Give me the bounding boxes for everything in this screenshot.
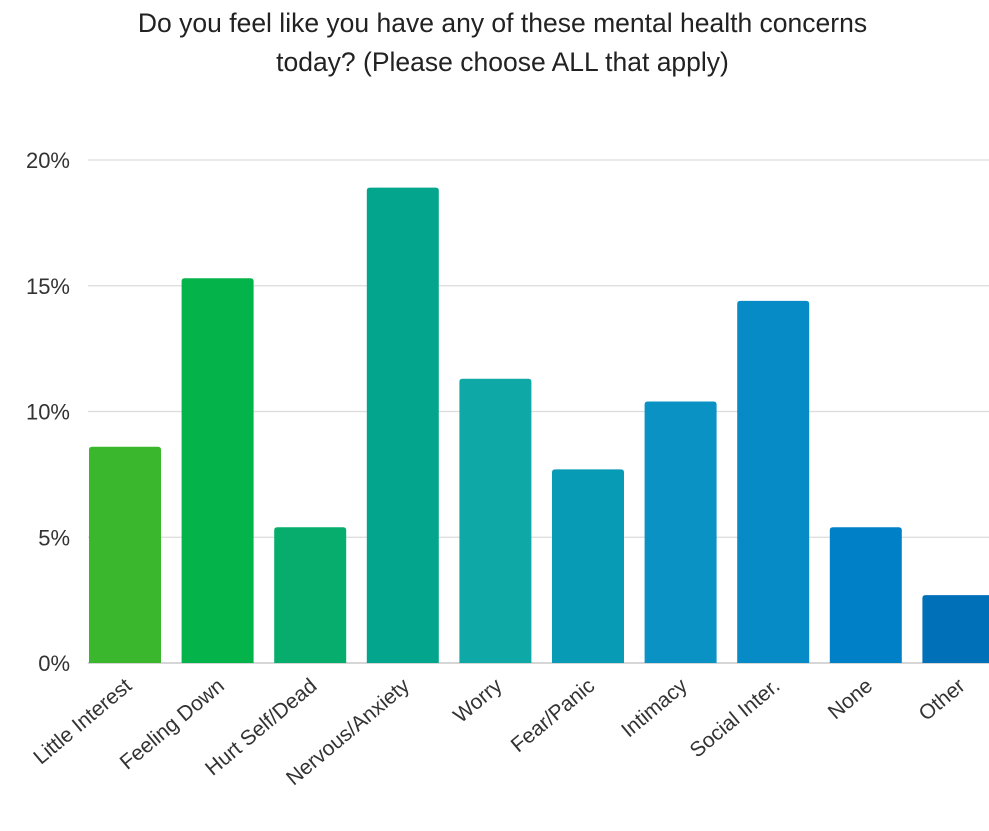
bar-little-interest: [89, 446, 161, 663]
x-tick-label: Worry: [449, 674, 507, 728]
y-tick-label: 20%: [26, 148, 70, 173]
x-tick-label: None: [824, 674, 877, 724]
bar-intimacy: [644, 401, 717, 663]
bar-worry: [459, 378, 532, 663]
x-tick-label: Intimacy: [617, 674, 692, 742]
y-tick-label: 0%: [38, 651, 70, 676]
bars: [89, 187, 989, 664]
chart-title-line-2: today? (Please choose ALL that apply): [276, 47, 729, 77]
bar-hurt-self-dead: [274, 527, 347, 663]
y-tick-label: 10%: [26, 400, 70, 425]
y-tick-label: 5%: [38, 525, 70, 550]
x-tick-label: Social Inter.: [686, 674, 785, 762]
bar-social-inter-: [737, 300, 810, 663]
bar-none: [829, 527, 902, 663]
chart-title: Do you feel like you have any of these m…: [0, 4, 989, 82]
y-tick-label: 15%: [26, 274, 70, 299]
y-axis-ticks: 0% 5% 10% 15% 20%: [26, 148, 70, 676]
bar-fear-panic: [552, 469, 624, 663]
bar-feeling-down: [181, 278, 254, 663]
bar-nervous-anxiety: [366, 187, 439, 664]
chart-title-line-1: Do you feel like you have any of these m…: [137, 8, 868, 38]
x-tick-label: Fear/Panic: [507, 674, 600, 757]
x-tick-label: Other: [915, 674, 970, 725]
bar-other: [922, 595, 989, 663]
